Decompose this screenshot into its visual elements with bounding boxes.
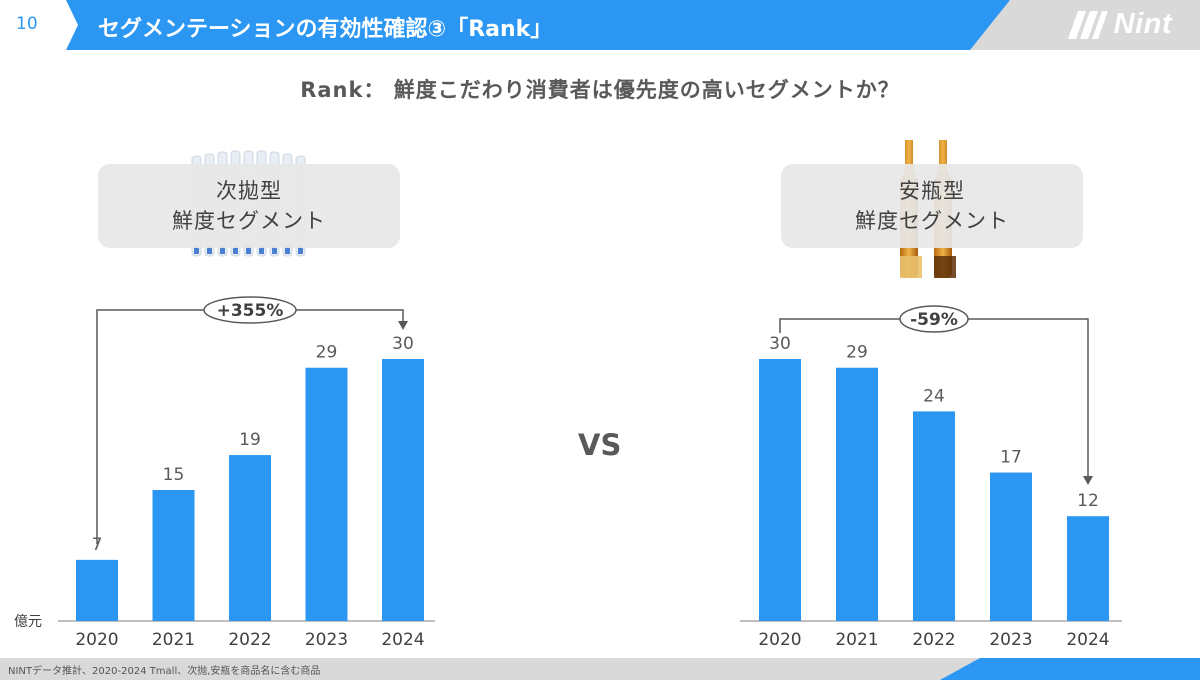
data-label: 7 bbox=[92, 535, 103, 555]
data-label: 19 bbox=[239, 430, 261, 450]
bar bbox=[759, 359, 801, 621]
growth-label: -59% bbox=[910, 310, 958, 330]
left-segment-subtitle: 鮮度セグメント bbox=[172, 209, 326, 233]
data-label: 15 bbox=[163, 465, 185, 485]
x-tick-label: 2024 bbox=[381, 630, 424, 650]
slide-subtitle: Rank： 鮮度こだわり消費者は優先度の高いセグメントか？ bbox=[300, 78, 900, 102]
data-label: 24 bbox=[923, 386, 945, 406]
data-label: 30 bbox=[769, 334, 791, 354]
left-segment-title: 次拋型 bbox=[216, 179, 282, 203]
slide-title: セグメンテーションの有効性確認③「Rank」 bbox=[98, 17, 553, 42]
bar bbox=[382, 359, 424, 621]
footer-accent bbox=[940, 658, 1200, 680]
x-tick-label: 2020 bbox=[758, 630, 801, 650]
data-label: 29 bbox=[846, 343, 868, 363]
data-label: 12 bbox=[1077, 491, 1099, 511]
growth-arrowhead bbox=[398, 321, 408, 330]
nint-logo-icon bbox=[1067, 10, 1108, 39]
bar bbox=[152, 490, 195, 621]
x-tick-label: 2022 bbox=[912, 630, 955, 650]
growth-oval bbox=[899, 305, 969, 333]
bar bbox=[305, 367, 348, 621]
y-unit-label: 億元 bbox=[14, 614, 42, 630]
source-note: NINTデータ推計、2020-2024 Tmall、次抛,安瓶を商品名に含む商品 bbox=[8, 666, 321, 677]
data-label: 29 bbox=[316, 343, 338, 363]
data-label: 30 bbox=[392, 334, 414, 354]
growth-arrowhead bbox=[1083, 476, 1093, 485]
x-tick-label: 2023 bbox=[989, 630, 1032, 650]
x-tick-label: 2021 bbox=[152, 630, 195, 650]
x-tick-label: 2024 bbox=[1066, 630, 1109, 650]
page-number-box bbox=[0, 0, 78, 50]
growth-label: +355% bbox=[217, 301, 284, 321]
vs-label: VS bbox=[578, 428, 622, 462]
x-tick-label: 2020 bbox=[75, 630, 118, 650]
growth-oval bbox=[203, 296, 297, 324]
x-tick-label: 2021 bbox=[835, 630, 878, 650]
right-segment-title: 安瓶型 bbox=[899, 179, 965, 203]
bar bbox=[76, 559, 118, 621]
bar bbox=[913, 411, 955, 621]
x-tick-label: 2023 bbox=[305, 630, 348, 650]
page-number: 10 bbox=[16, 14, 38, 34]
bar bbox=[990, 472, 1032, 621]
data-label: 17 bbox=[1000, 448, 1022, 468]
logo-text: Nint bbox=[1113, 8, 1172, 40]
left-segment-label: 次拋型 鮮度セグメント bbox=[98, 164, 400, 248]
footer-bar bbox=[0, 658, 1200, 680]
x-tick-label: 2022 bbox=[228, 630, 271, 650]
bar bbox=[1067, 516, 1109, 621]
right-segment-label: 安瓶型 鮮度セグメント bbox=[781, 164, 1083, 248]
nint-logo: Nint bbox=[1064, 8, 1172, 41]
right-segment-subtitle: 鮮度セグメント bbox=[855, 209, 1009, 233]
bar bbox=[836, 367, 878, 621]
bar bbox=[229, 455, 271, 621]
